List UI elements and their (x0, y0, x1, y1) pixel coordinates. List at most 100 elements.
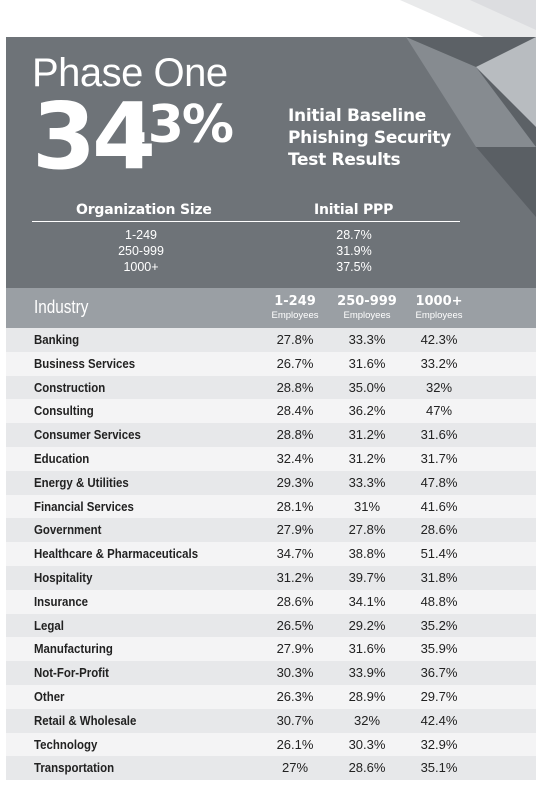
org-size-column: 1-249 250-999 1000+ (91, 227, 191, 275)
table-row: Other 26.3% 28.9% 29.7% (6, 684, 536, 709)
table-cell: 36.7% (420, 665, 458, 681)
table-cell: 26.3% (276, 688, 314, 704)
table-cell: 47% (425, 403, 453, 419)
table-cell: 28.6% (348, 760, 386, 776)
table-cell: 27.9% (276, 522, 314, 538)
table-cell: 29.2% (348, 617, 386, 633)
table-cell: 32.9% (420, 736, 458, 752)
industry-name: Transportation (34, 760, 115, 776)
divider (32, 221, 460, 222)
big-percentage-decimal: .3% (130, 95, 234, 155)
headline-line: Phishing Security (288, 128, 451, 148)
industry-name: Not-For-Profit (34, 665, 109, 681)
column-header-sublabel: Employees (271, 310, 319, 321)
table-cell: 42.3% (420, 332, 458, 347)
table-cell: 33.9% (348, 665, 386, 681)
table-cell: 27.8% (276, 332, 314, 347)
table-row: Construction 28.8% 35.0% 32% (6, 375, 536, 400)
table-cell: 33.3% (348, 332, 386, 347)
table-row: Technology 26.1% 30.3% 32.9% (6, 732, 536, 757)
industry-name: Consulting (34, 403, 94, 419)
table-cell: 39.7% (348, 569, 386, 585)
table-cell: 34.1% (348, 593, 386, 609)
table-cell: 36.2% (348, 403, 386, 419)
table-cell: 28.9% (348, 688, 386, 704)
industry-name: Construction (34, 379, 106, 395)
table-cell: 26.7% (276, 355, 314, 371)
table-row: Government 27.9% 27.8% 28.6% (6, 518, 536, 543)
table-cell: 28.8% (276, 427, 314, 443)
table-cell: 32% (425, 379, 453, 395)
table-cell: 26.5% (276, 617, 314, 633)
table-cell: 35.1% (420, 760, 458, 776)
table-cell: 34.7% (276, 546, 314, 562)
phase-title: Phase One (32, 51, 228, 95)
table-cell: 27.8% (348, 522, 386, 538)
table-body: Banking 27.8% 33.3% 42.3% Business Services 2… (6, 328, 536, 781)
table-row: Transportation 27% 28.6% 35.1% (6, 756, 536, 781)
table-row: Insurance 28.6% 34.1% 48.8% (6, 589, 536, 614)
initial-ppp-value: 31.9% (336, 244, 372, 258)
headline-line: Initial Baseline (288, 106, 426, 126)
industry-name: Manufacturing (34, 641, 113, 657)
industry-name: Banking (34, 332, 80, 347)
table-cell: 28.6% (276, 593, 314, 609)
industry-name: Energy & Utilities (34, 474, 129, 490)
table-row: Education 32.4% 31.2% 31.7% (6, 446, 536, 471)
header-decoration (406, 37, 536, 217)
table-cell: 31.2% (348, 427, 386, 443)
column-header-sublabel: Employees (343, 310, 391, 321)
table-row: Manufacturing 27.9% 31.6% 35.9% (6, 637, 536, 662)
table-cell: 31.6% (348, 641, 386, 657)
industry-name: Insurance (34, 593, 89, 609)
table-cell: 35.0% (348, 379, 386, 395)
column-header-250-999: 250-999 Employees (327, 294, 407, 321)
table-row: Hospitality 31.2% 39.7% 31.8% (6, 565, 536, 590)
table-row: Legal 26.5% 29.2% 35.2% (6, 613, 536, 638)
industry-name: Business Services (34, 355, 136, 371)
column-header-sublabel: Employees (415, 310, 463, 321)
table-row: Business Services 26.7% 31.6% 33.2% (6, 351, 536, 376)
industry-name: Education (34, 450, 90, 466)
industry-name: Retail & Wholesale (34, 712, 137, 728)
table-cell: 30.3% (276, 665, 314, 681)
industry-name: Government (34, 522, 102, 538)
industry-name: Healthcare & Pharmaceuticals (34, 546, 199, 562)
table-cell: 47.8% (420, 474, 458, 490)
table-cell: 38.8% (348, 546, 386, 562)
column-header-label: 250-999 (337, 294, 397, 309)
table-cell: 32.4% (276, 450, 314, 466)
table-row: Financial Services 28.1% 31% 41.6% (6, 494, 536, 519)
table-row: Banking 27.8% 33.3% 42.3% (6, 328, 536, 352)
table-row: Retail & Wholesale 30.7% 32% 42.4% (6, 708, 536, 733)
table-row: Consumer Services 28.8% 31.2% 31.6% (6, 423, 536, 447)
org-size-value: 250-999 (118, 244, 164, 258)
table-row: Not-For-Profit 30.3% 33.9% 36.7% (6, 661, 536, 685)
table-cell: 35.2% (420, 617, 458, 633)
table-cell: 27% (281, 760, 309, 776)
table-cell: 30.7% (276, 712, 314, 728)
table-cell: 33.3% (348, 474, 386, 490)
big-percentage-whole: 34 (32, 83, 156, 190)
org-size-header: Organization Size (76, 202, 212, 218)
phase-one-header: Phase One 34 .3% Initial Baseline Phishi… (6, 37, 536, 288)
industry-name: Consumer Services (34, 427, 141, 443)
table-cell: 31.8% (420, 569, 458, 585)
table-cell: 31.2% (348, 450, 386, 466)
table-cell: 41.6% (420, 498, 458, 514)
industry-name: Hospitality (34, 569, 93, 585)
table-cell: 30.3% (348, 736, 386, 752)
column-header-label: 1000+ (415, 294, 463, 309)
table-cell: 31.6% (420, 427, 458, 443)
table-row: Consulting 28.4% 36.2% 47% (6, 399, 536, 424)
column-header-1000-plus: 1000+ Employees (399, 294, 479, 321)
table-cell: 33.2% (420, 355, 458, 371)
org-size-value: 1-249 (125, 228, 157, 242)
table-cell: 42.4% (420, 712, 458, 728)
org-size-value: 1000+ (123, 260, 159, 274)
table-cell: 35.9% (420, 641, 458, 657)
table-cell: 28.8% (276, 379, 314, 395)
table-row: Energy & Utilities 29.3% 33.3% 47.8% (6, 470, 536, 495)
initial-ppp-header: Initial PPP (314, 202, 394, 218)
table-cell: 29.3% (276, 474, 314, 490)
